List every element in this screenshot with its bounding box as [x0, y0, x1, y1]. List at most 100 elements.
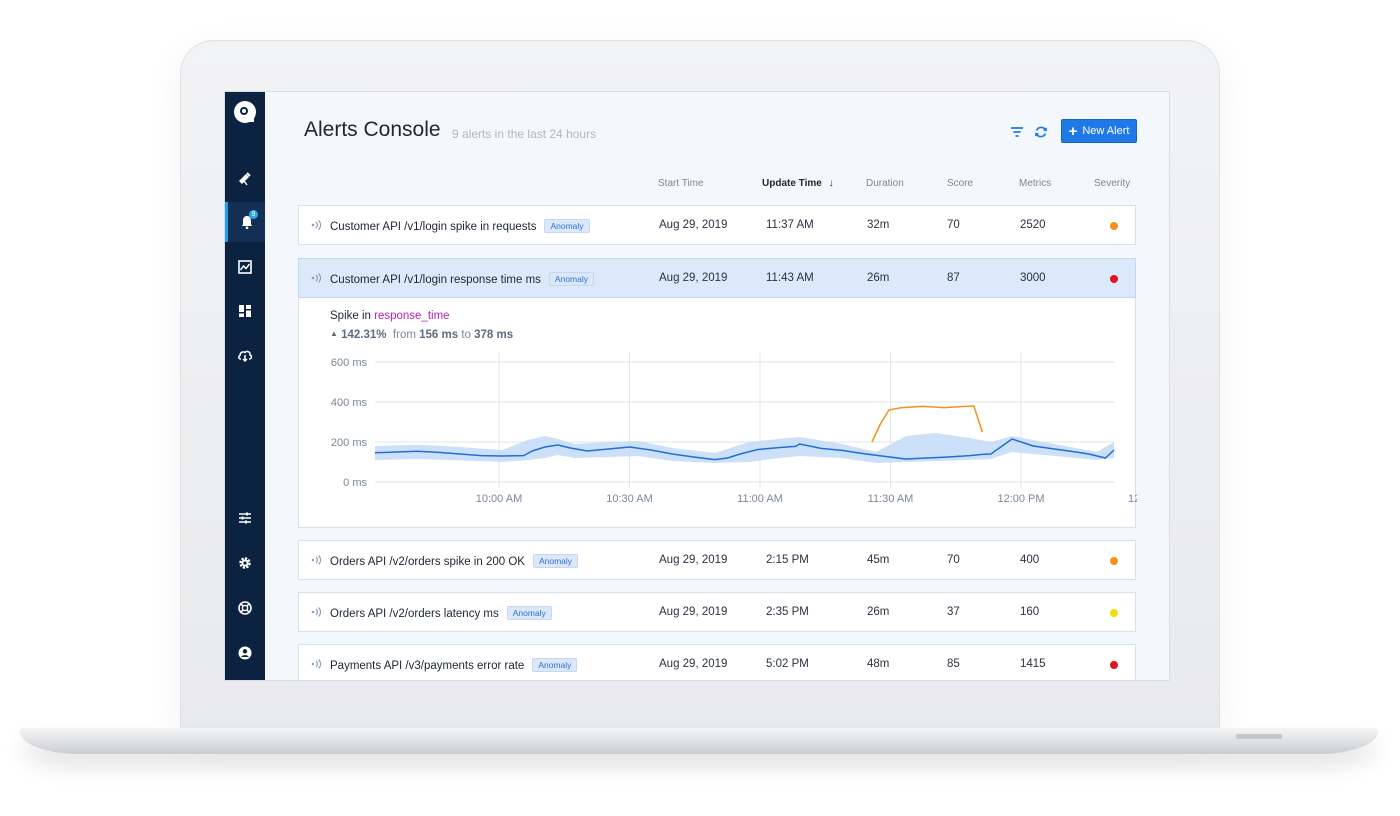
- x-tick-label: 12:00 PM: [997, 493, 1044, 505]
- sliders-icon: [239, 512, 251, 524]
- alert-score: 37: [947, 606, 960, 618]
- alert-name-text: Payments API /v3/payments error rate: [330, 660, 525, 672]
- sidebar: 9: [225, 92, 265, 680]
- alert-duration: 45m: [867, 554, 890, 566]
- alert-start-time: Aug 29, 2019: [659, 658, 728, 670]
- sidebar-item-explore[interactable]: [225, 158, 265, 198]
- y-tick-label: 0 ms: [343, 477, 367, 489]
- alert-metrics: 160: [1020, 606, 1040, 618]
- alert-name: Payments API /v3/payments error rate Anom…: [330, 658, 578, 672]
- anomaly-tag: Anomaly: [544, 219, 590, 233]
- response-time-chart: 0 ms 200 ms 400 ms 600 ms 10:00 AM 10:30 AM 11…: [331, 352, 1137, 505]
- laptop-notch: [1236, 734, 1282, 739]
- new-alert-label: New Alert: [1082, 125, 1130, 137]
- signal-icon: [311, 273, 322, 283]
- alert-update-time: 11:43 AM: [766, 272, 814, 284]
- dashboard-icon: [239, 305, 251, 317]
- alert-metrics: 3000: [1020, 272, 1046, 284]
- page-title: Alerts Console: [304, 118, 441, 141]
- signal-icon: [311, 607, 322, 617]
- alert-metrics: 400: [1020, 554, 1040, 566]
- from-label: from: [392, 329, 416, 341]
- sidebar-item-help[interactable]: [225, 588, 265, 628]
- column-update-time[interactable]: Update Time ↓: [762, 178, 834, 189]
- alert-start-time: Aug 29, 2019: [659, 219, 728, 231]
- alert-start-time: Aug 29, 2019: [659, 272, 728, 284]
- y-tick-label: 600 ms: [331, 357, 368, 369]
- alert-duration: 32m: [867, 219, 890, 231]
- sidebar-item-integrations[interactable]: [225, 335, 265, 375]
- severity-dot: [1110, 275, 1118, 283]
- plus-icon: +: [1068, 122, 1078, 140]
- filter-icon[interactable]: [1009, 124, 1025, 140]
- severity-dot: [1110, 222, 1118, 230]
- app-window: 9: [225, 92, 1169, 680]
- column-duration[interactable]: Duration: [866, 178, 904, 189]
- y-tick-label: 400 ms: [331, 397, 368, 409]
- signal-icon: [311, 220, 322, 230]
- sidebar-item-account[interactable]: [225, 633, 265, 673]
- gear-icon: [239, 557, 251, 569]
- sidebar-item-dashboards[interactable]: [225, 291, 265, 331]
- x-tick-label: 12:30 PM: [1128, 493, 1137, 505]
- up-arrow-icon: ▲: [330, 329, 338, 338]
- alert-metrics: 2520: [1020, 219, 1046, 231]
- alert-name: Orders API /v2/orders latency ms Anomaly: [330, 606, 552, 620]
- anomaly-tag: Anomaly: [532, 554, 579, 568]
- column-score[interactable]: Score: [947, 178, 974, 189]
- alert-row[interactable]: Payments API /v3/payments error rate Anom…: [298, 644, 1136, 680]
- sidebar-item-metrics[interactable]: [225, 247, 265, 287]
- alert-duration: 26m: [867, 272, 890, 284]
- alert-score: 70: [947, 554, 960, 566]
- column-start-time[interactable]: Start Time: [658, 178, 704, 189]
- page-subtitle: 9 alerts in the last 24 hours: [452, 127, 597, 141]
- change-percent: 142.31%: [341, 329, 387, 341]
- x-tick-label: 10:00 AM: [476, 493, 522, 505]
- baseline-series-line: [374, 438, 1115, 461]
- expected-range-band: [375, 433, 1114, 463]
- sidebar-item-controls[interactable]: [225, 498, 265, 538]
- anomaly-tag: Anomaly: [548, 272, 594, 286]
- x-tick-label: 10:30 AM: [606, 493, 652, 505]
- alert-update-time: 5:02 PM: [766, 658, 809, 670]
- cloud-download-icon: [238, 350, 253, 363]
- alert-score: 87: [947, 272, 960, 284]
- alert-name: Customer API /v1/login response time ms A…: [330, 272, 594, 286]
- alert-name-text: Orders API /v2/orders spike in 200 OK: [330, 556, 525, 568]
- bell-icon: [241, 216, 252, 230]
- column-update-time-label: Update Time: [762, 178, 822, 189]
- refresh-icon[interactable]: [1033, 124, 1049, 140]
- column-severity[interactable]: Severity: [1094, 178, 1131, 189]
- metric-name[interactable]: response_time: [374, 310, 450, 322]
- alert-duration: 48m: [867, 658, 890, 670]
- alert-row[interactable]: Orders API /v2/orders latency ms Anomaly …: [298, 592, 1136, 632]
- alert-row[interactable]: Customer API /v1/login spike in requests…: [298, 205, 1136, 245]
- notification-badge: 9: [249, 210, 258, 219]
- column-metrics[interactable]: Metrics: [1019, 178, 1052, 189]
- x-tick-label: 11:30 AM: [868, 493, 914, 505]
- alert-start-time: Aug 29, 2019: [659, 554, 728, 566]
- from-value: 156 ms: [419, 329, 459, 341]
- laptop-base: [20, 728, 1378, 754]
- anomaly-tag: Anomaly: [532, 658, 578, 672]
- sidebar-item-alerts[interactable]: 9: [225, 202, 265, 242]
- new-alert-button[interactable]: + New Alert: [1061, 119, 1137, 143]
- alert-detail-panel: Spike in response_time ▲ 142.31% from 15…: [298, 298, 1137, 528]
- sidebar-item-settings[interactable]: [225, 543, 265, 583]
- alert-row-expanded[interactable]: Customer API /v1/login response time ms A…: [298, 258, 1136, 298]
- to-label: to: [461, 329, 471, 341]
- alert-metrics: 1415: [1020, 658, 1046, 670]
- x-tick-label: 11:00 AM: [737, 493, 783, 505]
- anomaly-tag: Anomaly: [506, 606, 552, 620]
- alert-update-time: 2:15 PM: [766, 554, 809, 566]
- alert-row[interactable]: Orders API /v2/orders spike in 200 OK Ano…: [298, 540, 1136, 580]
- alert-name: Customer API /v1/login spike in requests…: [330, 219, 590, 233]
- alert-score: 70: [947, 219, 960, 231]
- to-value: 378 ms: [474, 329, 514, 341]
- severity-dot: [1110, 557, 1118, 565]
- alert-name: Orders API /v2/orders spike in 200 OK Ano…: [330, 554, 579, 568]
- alert-update-time: 2:35 PM: [766, 606, 809, 618]
- alert-score: 85: [947, 658, 960, 670]
- alert-start-time: Aug 29, 2019: [659, 606, 728, 618]
- severity-dot: [1110, 609, 1118, 617]
